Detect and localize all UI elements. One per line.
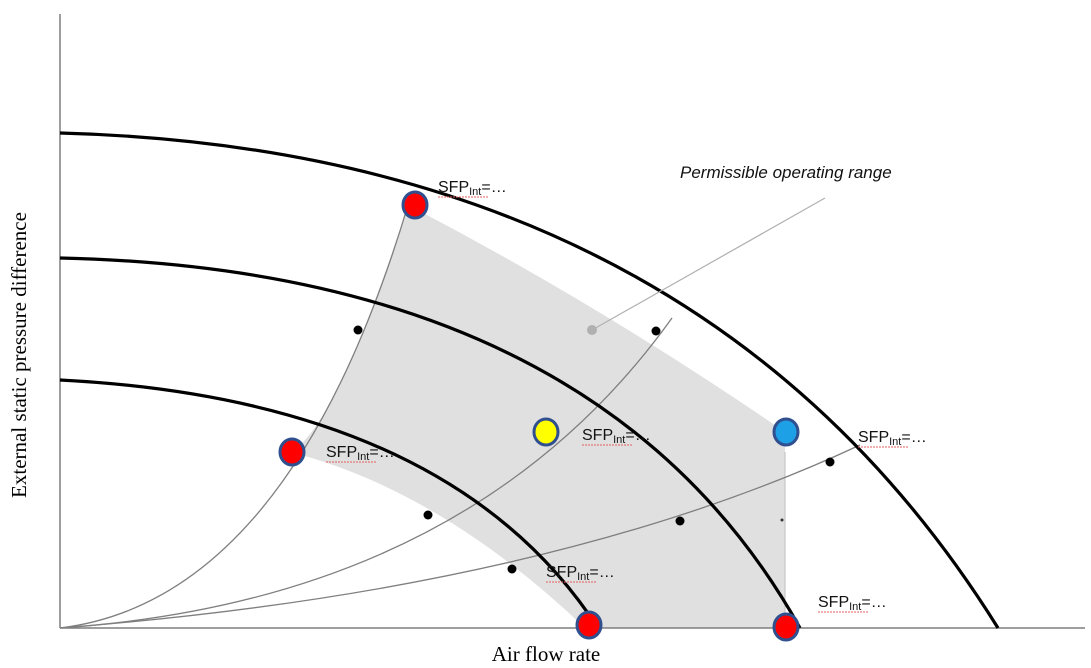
sfp-label-right: SFPInt=… <box>858 429 927 448</box>
operating-point-marker-yellow <box>532 417 560 447</box>
system-curve-1 <box>59 204 409 629</box>
operating-point-marker-red <box>278 437 306 467</box>
system-curve-2 <box>59 317 673 629</box>
region-label-leader <box>591 197 826 331</box>
intersection-dot <box>825 457 835 467</box>
sfp-label-top: SFPInt=… <box>438 179 507 198</box>
region-label: Permissible operating range <box>680 163 892 182</box>
operating-point-marker-red <box>772 612 800 642</box>
y-axis-title: External static pressure difference <box>7 212 31 498</box>
sfp-label-lower: SFPInt=… <box>546 564 615 583</box>
sfp-label-center: SFPInt=… <box>582 427 651 446</box>
operating-point-marker-red <box>401 190 429 220</box>
x-axis-title: Air flow rate <box>492 642 600 666</box>
sfp-label-bottom-right: SFPInt=… <box>818 594 887 613</box>
fan-curve-top <box>59 131 1000 629</box>
intersection-dot <box>353 325 363 335</box>
intersection-dot <box>651 326 661 336</box>
intersection-dot <box>507 564 517 574</box>
tiny-dot <box>780 518 784 522</box>
region-label-anchor <box>587 325 597 335</box>
fan-curve-bottom <box>59 378 600 629</box>
operating-point-marker-blue <box>772 417 800 447</box>
operating-point-marker-red <box>575 610 603 640</box>
intersection-dot <box>423 510 433 520</box>
fan-curve-middle <box>59 256 802 629</box>
sfp-label-left: SFPInt=… <box>326 444 395 463</box>
intersection-dot <box>675 516 685 526</box>
system-curve-3 <box>59 444 861 629</box>
permissible-operating-range-region <box>290 205 785 628</box>
